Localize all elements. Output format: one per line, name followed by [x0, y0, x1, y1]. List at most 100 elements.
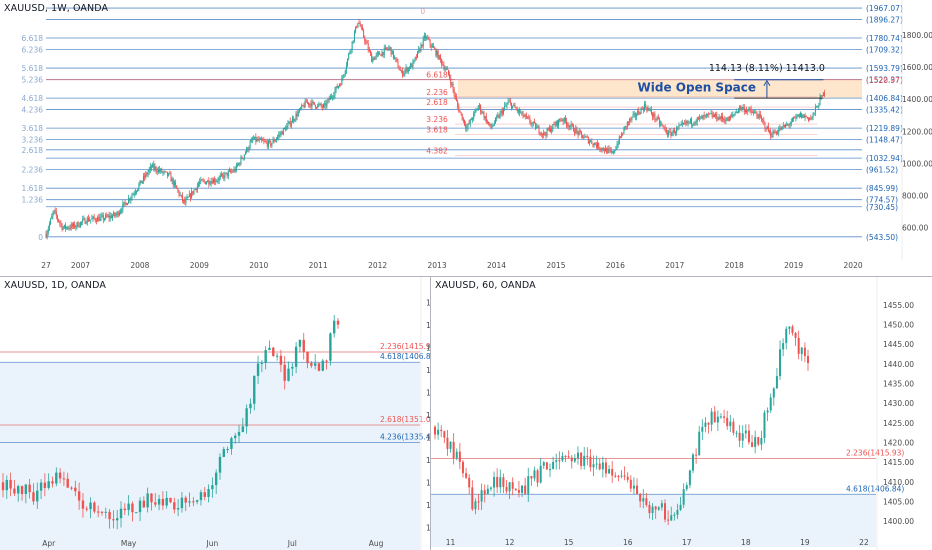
weekly-candle-body: [481, 111, 483, 113]
weekly-candle-body: [153, 164, 155, 169]
weekly-candle-body: [165, 171, 167, 173]
weekly-candle-body: [324, 103, 326, 105]
weekly-candle-body: [748, 108, 750, 111]
weekly-candle-body: [132, 194, 134, 196]
weekly-candle-body: [552, 124, 554, 130]
weekly-candle-body: [89, 220, 91, 222]
weekly-candle-body: [382, 52, 384, 55]
weekly-chart-svg[interactable]: (1967.07) (1896.27) 6.618 (1780.74) 6.236 (17…: [0, 0, 932, 276]
hourly-candle-body: [458, 451, 461, 462]
daily-candle-body: [70, 487, 73, 489]
weekly-candle-body: [208, 180, 210, 185]
hourly-candle-body: [754, 437, 757, 447]
weekly-candle-body: [527, 116, 529, 118]
weekly-x-tick-label: 2015: [546, 261, 565, 270]
daily-candle-body: [66, 478, 69, 488]
weekly-candle-body: [219, 175, 221, 178]
weekly-candle-body: [86, 218, 88, 224]
weekly-candle-body: [556, 120, 558, 126]
weekly-candle-body: [537, 126, 539, 128]
weekly-candle-body: [489, 123, 491, 125]
weekly-candle-body: [91, 218, 93, 220]
weekly-candle-body: [434, 47, 436, 50]
weekly-candle-body: [58, 219, 60, 222]
daily-chart-title: XAUUSD, 1D, OANDA: [4, 280, 106, 291]
weekly-candle-body: [577, 131, 579, 135]
fib-level-right-label: (1896.27): [866, 15, 903, 24]
red-fib-label: 2.236: [426, 88, 448, 97]
weekly-y-tick-label: 1000.00: [902, 159, 932, 168]
hourly-shaded-region: [431, 494, 876, 547]
weekly-candle-body: [586, 136, 588, 138]
weekly-candle-body: [373, 58, 375, 60]
weekly-candle-body: [771, 136, 773, 138]
hourly-candle-body: [723, 416, 726, 418]
hourly-x-tick-label: 15: [564, 538, 574, 547]
hourly-candle-body: [499, 477, 502, 488]
hourly-y-tick-label: 1410.00: [883, 478, 914, 487]
weekly-candle-body: [770, 130, 772, 137]
weekly-candle-body: [251, 139, 253, 141]
weekly-candle-body: [201, 179, 203, 181]
weekly-candle-body: [478, 105, 480, 107]
weekly-candle-body: [797, 114, 799, 117]
weekly-candle-body: [809, 118, 811, 120]
weekly-candle-body: [671, 132, 673, 136]
weekly-candle-body: [185, 199, 187, 204]
weekly-candle-body: [145, 173, 147, 178]
weekly-candle-body: [541, 133, 543, 135]
hourly-candle-body: [576, 452, 579, 459]
weekly-candle-body: [293, 118, 295, 121]
weekly-candle-body: [532, 121, 534, 124]
daily-candle-body: [180, 497, 184, 509]
hourly-chart-svg[interactable]: 2.236(1415.93) 4.618(1406.84) 1400.00 1405.…: [431, 277, 932, 550]
weekly-candle-body: [316, 107, 318, 109]
weekly-candle-body: [611, 151, 613, 153]
daily-candle-body: [207, 489, 210, 497]
weekly-candle-body: [513, 104, 515, 106]
weekly-candle-body: [285, 128, 287, 131]
weekly-candle-body: [767, 126, 769, 132]
daily-x-tick-label: May: [121, 539, 137, 548]
weekly-candle-body: [411, 63, 413, 68]
weekly-candle-body: [536, 126, 538, 129]
hourly-candle-body: [567, 456, 570, 458]
daily-chart-svg[interactable]: 2.236(1415.93)4.618(1406.84) 2.618(1351.0…: [0, 277, 430, 550]
weekly-candle-body: [710, 113, 712, 115]
hourly-candle-body: [695, 454, 698, 456]
daily-chart-panel[interactable]: XAUUSD, 1D, OANDA 2.236(1415.93)4.618(14…: [0, 277, 430, 550]
weekly-candle-body: [98, 217, 100, 222]
hourly-candle-body: [735, 432, 738, 434]
weekly-candle-body: [87, 218, 89, 222]
weekly-candle-body: [713, 115, 715, 117]
weekly-candle-body: [122, 203, 124, 211]
weekly-chart-panel[interactable]: XAUUSD, 1W, OANDA (1967.07) (1896.27) 6.61…: [0, 0, 932, 276]
daily-candle-body: [165, 497, 168, 506]
weekly-candle-body: [602, 147, 604, 151]
weekly-candle-body: [550, 127, 552, 132]
weekly-candle-body: [791, 118, 793, 122]
weekly-candle-body: [819, 97, 821, 106]
hourly-candle-body: [468, 477, 471, 488]
weekly-candle-body: [816, 106, 818, 108]
hourly-candle-body: [617, 476, 620, 478]
weekly-candle-body: [298, 108, 300, 112]
measure-arrow-head: [763, 79, 771, 87]
weekly-candle-body: [614, 150, 616, 153]
hourly-candle-body: [629, 479, 632, 489]
weekly-candle-body: [113, 212, 115, 216]
hourly-candle-body: [558, 460, 561, 462]
weekly-candle-body: [545, 134, 547, 136]
weekly-candle-body: [674, 132, 676, 134]
weekly-x-tick-label: 2013: [428, 261, 447, 270]
hourly-chart-panel[interactable]: XAUUSD, 60, OANDA 2.236(1415.93) 4.618(14…: [431, 277, 932, 550]
weekly-candle-body: [658, 118, 660, 125]
weekly-candle-body: [474, 110, 476, 113]
weekly-candle-body: [580, 131, 582, 135]
hourly-candle-body: [760, 438, 763, 445]
weekly-candle-body: [403, 73, 405, 76]
weekly-candle-body: [621, 133, 623, 138]
weekly-candle-body: [629, 118, 631, 123]
weekly-candle-body: [167, 171, 169, 176]
weekly-candle-body: [412, 61, 414, 68]
